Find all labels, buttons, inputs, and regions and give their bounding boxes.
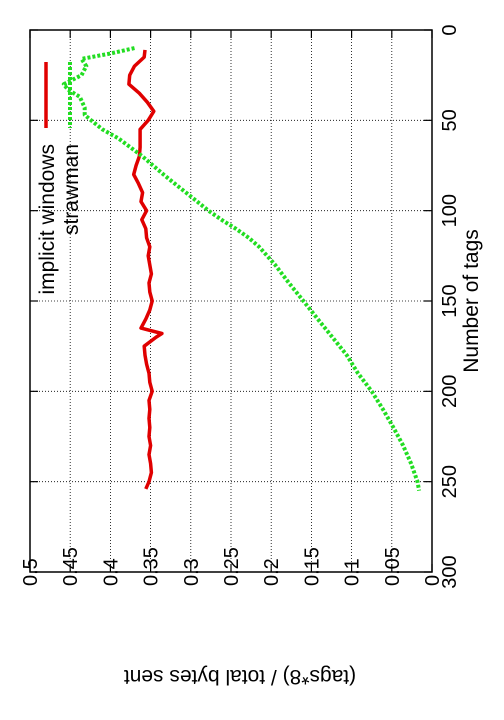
y-tick-label: 0.4 [100, 558, 122, 586]
y-tick-label: 0.3 [181, 558, 203, 586]
x-tick-label: 300 [439, 555, 461, 588]
grid [30, 30, 432, 572]
axis-ticks: 05010015020025030000.050.10.150.20.250.3… [20, 24, 461, 588]
x-axis-label: Number of tags [460, 229, 483, 373]
y-tick-label: 0.15 [301, 547, 323, 586]
y-tick-label: 0.5 [20, 558, 42, 586]
y-tick-label: 0.25 [221, 547, 243, 586]
legend: implicit windows strawman [36, 62, 83, 295]
x-tick-label: 100 [439, 194, 461, 227]
legend-label-1: strawman [60, 144, 83, 235]
y-tick-label: 0.05 [382, 547, 404, 586]
y-axis-label: (tags*8) / total bytes sent [124, 665, 356, 688]
legend-label-0: implicit windows [36, 144, 59, 295]
y-tick-label: 0.35 [141, 547, 163, 586]
series-layer [61, 46, 422, 492]
series-line-implicit-windows [127, 49, 164, 490]
x-tick-label: 0 [439, 24, 461, 35]
x-tick-label: 200 [439, 375, 461, 408]
x-tick-label: 250 [439, 465, 461, 498]
x-tick-label: 150 [439, 284, 461, 317]
y-tick-label: 0.45 [60, 547, 82, 586]
series-line-strawman [61, 46, 422, 492]
y-tick-label: 0 [422, 575, 444, 586]
y-tick-label: 0.1 [342, 558, 364, 586]
x-tick-label: 50 [439, 109, 461, 131]
y-tick-label: 0.2 [261, 558, 283, 586]
